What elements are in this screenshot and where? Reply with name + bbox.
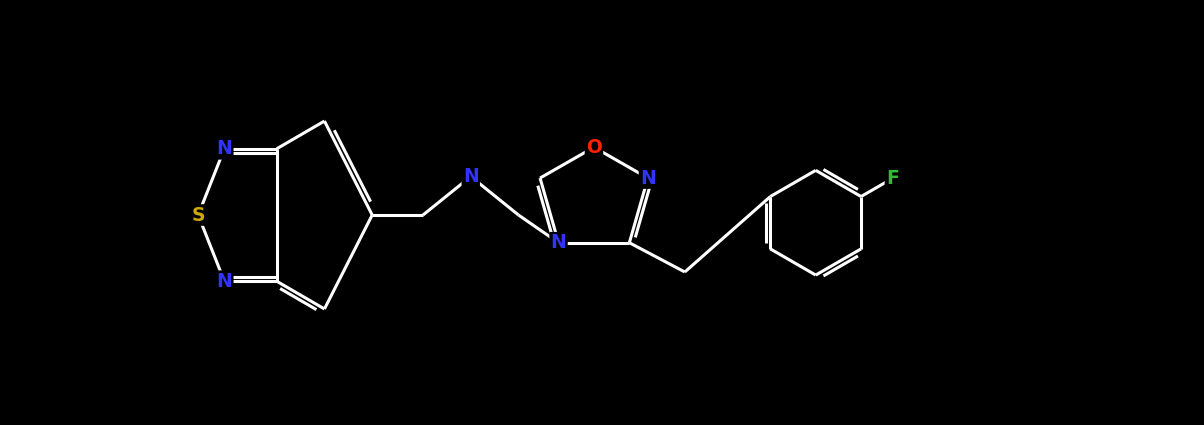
Text: N: N: [217, 272, 232, 291]
Text: N: N: [462, 167, 479, 186]
Text: N: N: [641, 169, 656, 187]
Text: N: N: [550, 233, 566, 252]
Text: O: O: [586, 138, 602, 157]
Text: S: S: [191, 206, 205, 224]
Text: N: N: [217, 139, 232, 158]
Text: F: F: [886, 169, 899, 188]
